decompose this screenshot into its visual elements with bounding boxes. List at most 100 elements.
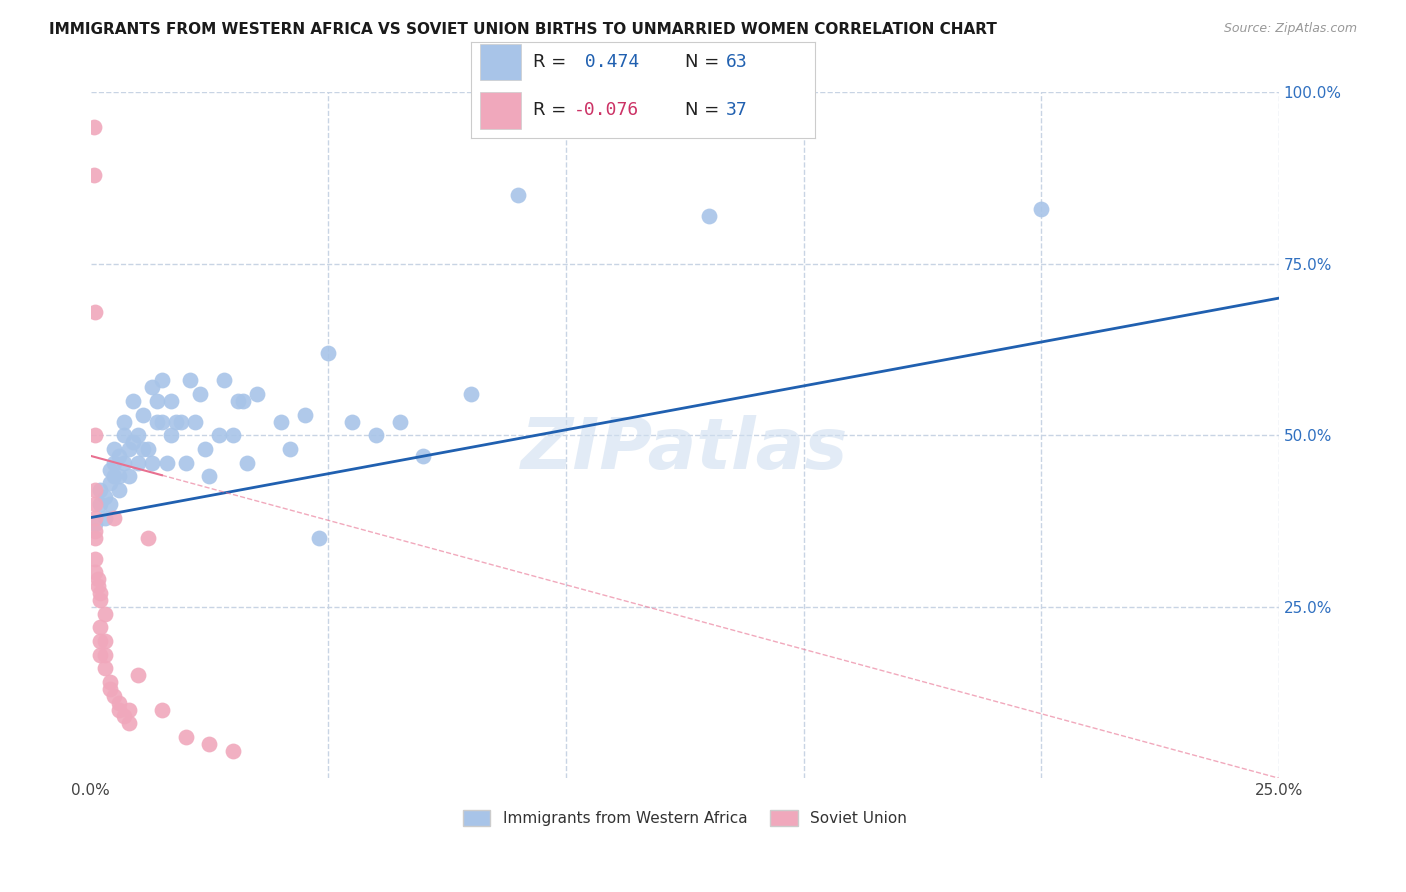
Text: ZIPatlas: ZIPatlas	[522, 415, 848, 483]
Point	[127, 428, 149, 442]
Point	[460, 387, 482, 401]
Point	[84, 566, 107, 580]
Point	[103, 510, 125, 524]
Point	[98, 681, 121, 696]
Point	[83, 168, 105, 182]
Point	[89, 483, 111, 498]
Point	[84, 524, 107, 539]
Point	[160, 394, 183, 409]
Point	[174, 730, 197, 744]
Point	[98, 497, 121, 511]
Point	[508, 188, 530, 202]
Point	[94, 661, 117, 675]
Point	[132, 408, 155, 422]
Point	[194, 442, 217, 456]
Point	[89, 648, 111, 662]
Point	[222, 428, 245, 442]
Point	[150, 373, 173, 387]
Point	[146, 394, 169, 409]
Point	[150, 703, 173, 717]
Point	[108, 469, 131, 483]
Point	[308, 531, 330, 545]
Point	[141, 380, 163, 394]
Point	[94, 490, 117, 504]
Point	[117, 442, 139, 456]
Point	[89, 497, 111, 511]
Bar	[479, 44, 522, 80]
Point	[112, 415, 135, 429]
Point	[89, 593, 111, 607]
Point	[246, 387, 269, 401]
Point	[98, 462, 121, 476]
Text: IMMIGRANTS FROM WESTERN AFRICA VS SOVIET UNION BIRTHS TO UNMARRIED WOMEN CORRELA: IMMIGRANTS FROM WESTERN AFRICA VS SOVIET…	[49, 22, 997, 37]
Point	[103, 689, 125, 703]
Point	[84, 305, 107, 319]
Point	[108, 696, 131, 710]
Point	[270, 415, 292, 429]
Point	[208, 428, 231, 442]
Point	[84, 497, 107, 511]
Point	[212, 373, 235, 387]
Text: 0.474: 0.474	[575, 54, 640, 71]
Point	[94, 607, 117, 621]
Point	[294, 408, 316, 422]
Point	[87, 572, 110, 586]
Point	[156, 456, 179, 470]
Point	[84, 517, 107, 532]
Bar	[479, 92, 522, 128]
Text: R =: R =	[533, 54, 572, 71]
Point	[98, 675, 121, 690]
Point	[179, 373, 201, 387]
Point	[117, 703, 139, 717]
Point	[150, 415, 173, 429]
Text: -0.076: -0.076	[575, 102, 640, 120]
Point	[412, 449, 434, 463]
Point	[146, 415, 169, 429]
Point	[127, 668, 149, 682]
Point	[188, 387, 211, 401]
Point	[103, 456, 125, 470]
Text: N =: N =	[685, 102, 724, 120]
Text: 37: 37	[725, 102, 748, 120]
Point	[316, 346, 339, 360]
Point	[132, 442, 155, 456]
Point	[697, 209, 720, 223]
Point	[89, 634, 111, 648]
Text: Source: ZipAtlas.com: Source: ZipAtlas.com	[1223, 22, 1357, 36]
Point	[84, 531, 107, 545]
Point	[89, 620, 111, 634]
Point	[108, 483, 131, 498]
Point	[94, 510, 117, 524]
Point	[103, 469, 125, 483]
Point	[198, 469, 221, 483]
Point	[136, 531, 159, 545]
Point	[141, 456, 163, 470]
Point	[84, 483, 107, 498]
Point	[103, 442, 125, 456]
Point	[226, 394, 249, 409]
Point	[127, 456, 149, 470]
Text: N =: N =	[685, 54, 724, 71]
Point	[165, 415, 187, 429]
Point	[122, 394, 145, 409]
Point	[136, 442, 159, 456]
Point	[1031, 202, 1053, 216]
Point	[87, 579, 110, 593]
Legend: Immigrants from Western Africa, Soviet Union: Immigrants from Western Africa, Soviet U…	[457, 804, 912, 832]
Point	[84, 428, 107, 442]
Point	[84, 510, 107, 524]
Point	[108, 703, 131, 717]
Text: 63: 63	[725, 54, 748, 71]
Point	[112, 428, 135, 442]
Point	[112, 709, 135, 723]
Point	[198, 737, 221, 751]
Point	[94, 634, 117, 648]
Point	[117, 469, 139, 483]
Point	[122, 435, 145, 450]
Point	[340, 415, 363, 429]
Point	[236, 456, 259, 470]
Point	[388, 415, 411, 429]
Text: R =: R =	[533, 102, 572, 120]
Point	[117, 716, 139, 731]
Point	[98, 476, 121, 491]
